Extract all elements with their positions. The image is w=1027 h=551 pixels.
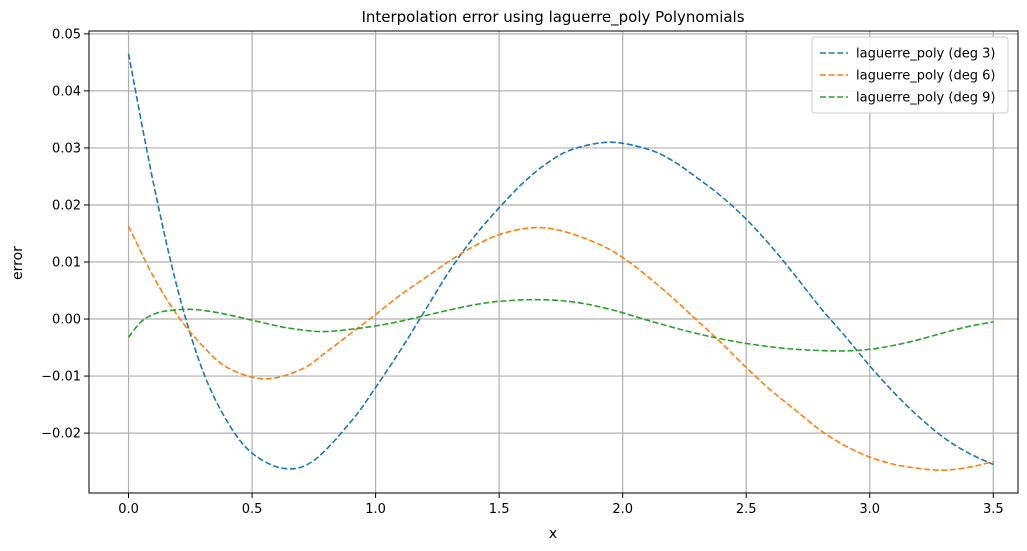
y-axis-ticks: −0.02 −0.01 0.00 0.01 0.02 0.03 0.04 0.05: [41, 27, 89, 442]
legend-box: [811, 36, 1009, 114]
y-tick-label: 0.03: [52, 141, 81, 156]
legend-entry: laguerre_poly (deg 6): [856, 69, 995, 84]
x-tick-label: 2.5: [736, 502, 757, 517]
x-axis-label: x: [549, 526, 557, 542]
y-tick-label: 0.05: [52, 27, 81, 42]
chart-title: Interpolation error using laguerre_poly …: [361, 8, 744, 27]
x-tick-label: 1.5: [489, 502, 510, 517]
x-tick-label: 1.0: [365, 502, 386, 517]
x-tick-label: 0.0: [118, 502, 139, 517]
series-line-1: [127, 53, 994, 470]
legend-entry: laguerre_poly (deg 3): [856, 47, 995, 62]
legend-entry: laguerre_poly (deg 9): [856, 91, 995, 106]
legend: laguerre_poly (deg 3) laguerre_poly (deg …: [811, 36, 1009, 114]
y-tick-label: 0.01: [52, 256, 81, 271]
series-lines: [127, 53, 994, 472]
x-tick-label: 3.5: [983, 502, 1004, 517]
y-tick-label: 0.02: [52, 198, 81, 213]
x-tick-label: 3.0: [859, 502, 880, 517]
y-axis-label: error: [10, 246, 26, 280]
y-tick-label: 0.00: [52, 313, 81, 328]
y-tick-label: −0.02: [41, 427, 81, 442]
series-line-2: [127, 225, 994, 472]
x-tick-label: 2.0: [612, 502, 633, 517]
series-line-3: [127, 298, 994, 352]
y-tick-label: −0.01: [41, 370, 81, 385]
x-tick-label: 0.5: [242, 502, 263, 517]
x-axis-ticks: 0.0 0.5 1.0 1.5 2.0 2.5 3.0 3.5: [118, 493, 1004, 517]
y-tick-label: 0.04: [52, 84, 81, 99]
